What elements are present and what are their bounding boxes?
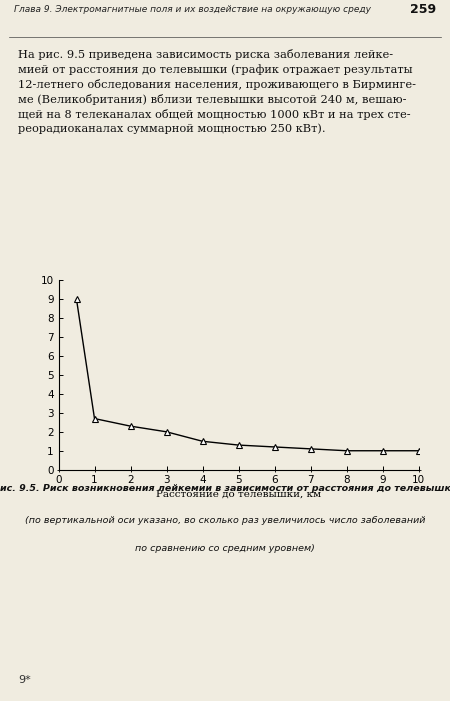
Text: 259: 259 [410,3,436,16]
Text: Рис. 9.5. Риск возникновения лейкемии в зависимости от расстояния до телевышки: Рис. 9.5. Риск возникновения лейкемии в … [0,484,450,493]
Text: 9*: 9* [18,675,31,685]
X-axis label: Расстояние до телевышки, км: Расстояние до телевышки, км [156,490,321,499]
Text: по сравнению со средним уровнем): по сравнению со средним уровнем) [135,544,315,553]
Text: (по вертикальной оси указано, во сколько раз увеличилось число заболеваний: (по вертикальной оси указано, во сколько… [25,516,425,524]
Text: Глава 9. Электромагнитные поля и их воздействие на окружающую среду: Глава 9. Электромагнитные поля и их возд… [14,5,370,14]
Text: На рис. 9.5 приведена зависимость риска заболевания лейке-
мией от расстояния до: На рис. 9.5 приведена зависимость риска … [18,49,416,135]
